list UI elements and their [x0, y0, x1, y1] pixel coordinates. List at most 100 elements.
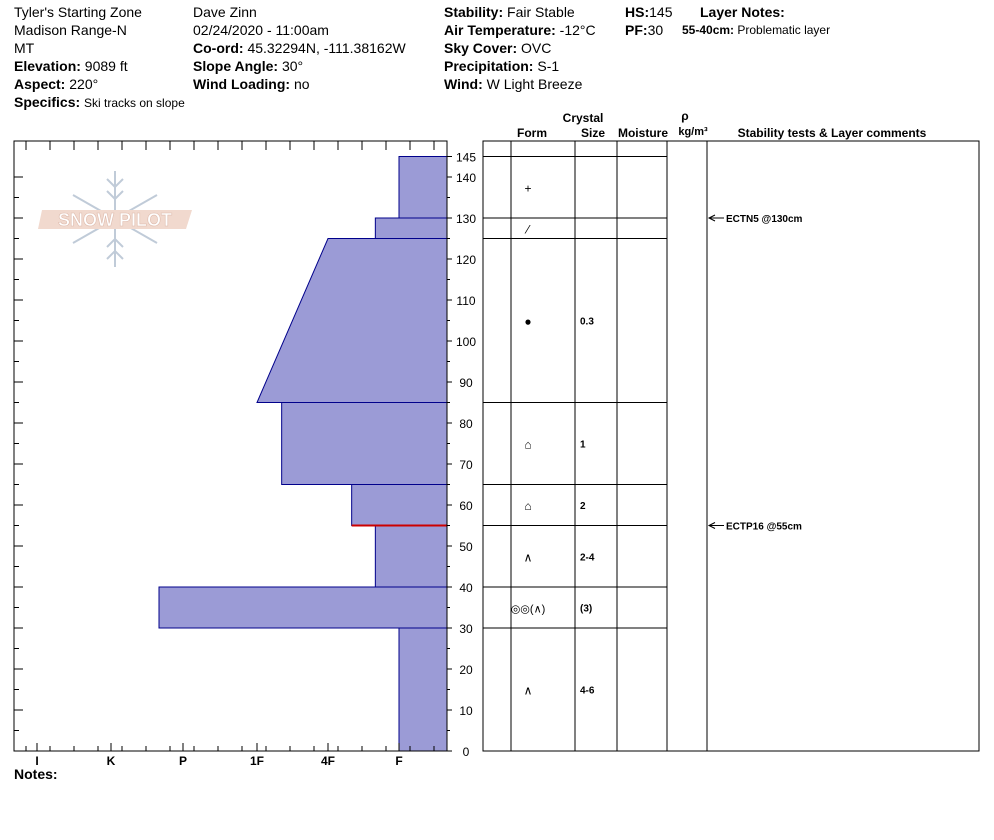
notes-label: Notes: [14, 766, 58, 782]
crystal-form-symbol: ∧ [524, 684, 533, 698]
crystal-size-value: 1 [580, 440, 586, 451]
layer-bar [398, 627, 448, 752]
layer-bar [374, 217, 448, 239]
sky-label: Sky Cover: [444, 40, 518, 56]
header-hs: HS:145 PF:30 [625, 3, 672, 39]
snowpilot-logo: SNOW PILOT [38, 171, 192, 267]
state-name: MT [14, 40, 35, 56]
depth-tick-label: 90 [459, 376, 473, 390]
col-moisture-header: Moisture [618, 126, 668, 140]
depth-tick-label: 30 [459, 622, 473, 636]
stability-test-label: ECTP16 @55cm [726, 522, 802, 533]
range-name: Madison Range-N [14, 22, 127, 38]
layer-bar [351, 484, 448, 526]
col-rho-header: ρ [681, 109, 688, 123]
depth-tick-label: 140 [456, 171, 476, 185]
aspect-label: Aspect: [14, 76, 66, 92]
header-middle: Dave Zinn 02/24/2020 - 11:00am Co-ord: 4… [193, 3, 406, 93]
wind-row: Wind: W Light Breeze [444, 75, 596, 93]
crystal-size-value: 2 [580, 501, 586, 512]
wind-loading-value: no [293, 76, 310, 92]
layer-bar [398, 156, 448, 219]
coord-value: 45.32294N, -111.38162W [247, 40, 406, 56]
header-left: Tyler's Starting Zone Madison Range-N MT… [14, 3, 185, 112]
precip-value: S-1 [537, 58, 560, 74]
depth-tick-label: 80 [459, 417, 473, 431]
hardness-tick-label: 4F [321, 754, 335, 768]
hs-row: HS:145 [625, 3, 672, 21]
crystal-size-value: 4-6 [580, 686, 595, 697]
crystal-form-symbol: ⌂ [524, 499, 531, 513]
sky-row: Sky Cover: OVC [444, 39, 596, 57]
depth-tick-label: 110 [456, 294, 475, 308]
stability-value: Fair Stable [507, 4, 575, 20]
crystal-form-symbol: ● [524, 315, 531, 329]
observer-name: Dave Zinn [193, 4, 257, 20]
hardness-tick-label: I [35, 754, 38, 768]
crystal-size-value: 2-4 [580, 552, 595, 563]
header-weather: Stability: Fair Stable Air Temperature: … [444, 3, 596, 93]
elevation-value: 9089 ft [84, 58, 128, 74]
elevation-label: Elevation: [14, 58, 81, 74]
layer-note-text: Problematic layer [737, 23, 831, 37]
test-arrow-head [707, 522, 716, 529]
specifics-value: Ski tracks on slope [84, 96, 185, 110]
layer-bar [158, 586, 448, 629]
depth-tick-label: 100 [456, 335, 476, 349]
specifics-label: Specifics: [14, 94, 81, 110]
wind-label: Wind: [444, 76, 483, 92]
aspect-value: 220° [69, 76, 99, 92]
crystal-size-value: (3) [580, 604, 592, 615]
air-temp-label: Air Temperature: [444, 22, 556, 38]
col-comments-header: Stability tests & Layer comments [738, 126, 927, 140]
slope-value: 30° [281, 58, 304, 74]
test-arrow-head [707, 214, 716, 222]
elevation-row: Elevation: 9089 ft [14, 57, 185, 75]
precip-label: Precipitation: [444, 58, 534, 74]
stability-tests: ECTN5 @130cm ECTP16 @55cm [707, 214, 803, 533]
wind-value: W Light Breeze [486, 76, 583, 92]
col-form-header: Form [517, 126, 547, 140]
slope-label: Slope Angle: [193, 58, 279, 74]
notes-row: Notes: [14, 765, 58, 783]
pf-value: 30 [647, 22, 664, 38]
hardness-axis: I K P 1F 4F F [25, 743, 435, 768]
crystal-form-symbol: ⌂ [524, 438, 531, 452]
aspect-row: Aspect: 220° [14, 75, 185, 93]
pf-row: PF:30 [625, 21, 672, 39]
sky-value: OVC [521, 40, 552, 56]
hardness-tick-label: F [395, 754, 402, 768]
col-crystal-header: Crystal [563, 111, 604, 125]
plot-border [13, 140, 448, 752]
layer-table: + ⁄ ● 0.3 ⌂ 1 ⌂ 2 ∧ 2-4 ◎◎(∧) (3) ∧ 4-6 [482, 140, 980, 752]
layer-note-depth: 55-40cm: [682, 23, 735, 37]
depth-tick-label: 70 [459, 458, 473, 472]
crystal-form-symbol: ⁄ [524, 222, 531, 236]
coord-row: Co-ord: 45.32294N, -111.38162W [193, 39, 406, 57]
depth-tick-label: 40 [459, 581, 473, 595]
depth-tick-label: 0 [463, 745, 470, 759]
layer-bar [374, 525, 448, 588]
depth-axis: 0 10 20 30 40 50 60 70 80 90 100 110 120 130 140 145 [447, 151, 476, 759]
wind-loading-label: Wind Loading: [193, 76, 291, 92]
hardness-tick-label: K [107, 754, 116, 768]
crystal-form-symbol: ◎◎(∧) [511, 604, 546, 616]
crystal-form-symbol: + [524, 181, 531, 195]
depth-tick-label: 50 [459, 540, 473, 554]
layer-notes-label: Layer Notes: [700, 4, 785, 20]
hardness-plot-frame [13, 140, 448, 752]
coord-label: Co-ord: [193, 40, 244, 56]
depth-tick-label: 145 [456, 151, 476, 165]
header-layer-notes: Layer Notes: 55-40cm: Problematic layer [682, 3, 831, 39]
stability-row: Stability: Fair Stable [444, 3, 596, 21]
date-time: 02/24/2020 - 11:00am [193, 22, 329, 38]
slope-row: Slope Angle: 30° [193, 57, 406, 75]
hardness-bars [158, 156, 448, 752]
stability-label: Stability: [444, 4, 504, 20]
location-name: Tyler's Starting Zone [14, 4, 142, 20]
pf-label: PF: [625, 22, 648, 38]
hardness-tick-label: P [179, 754, 187, 768]
layer-bar [256, 238, 448, 403]
depth-tick-label: 10 [459, 704, 473, 718]
